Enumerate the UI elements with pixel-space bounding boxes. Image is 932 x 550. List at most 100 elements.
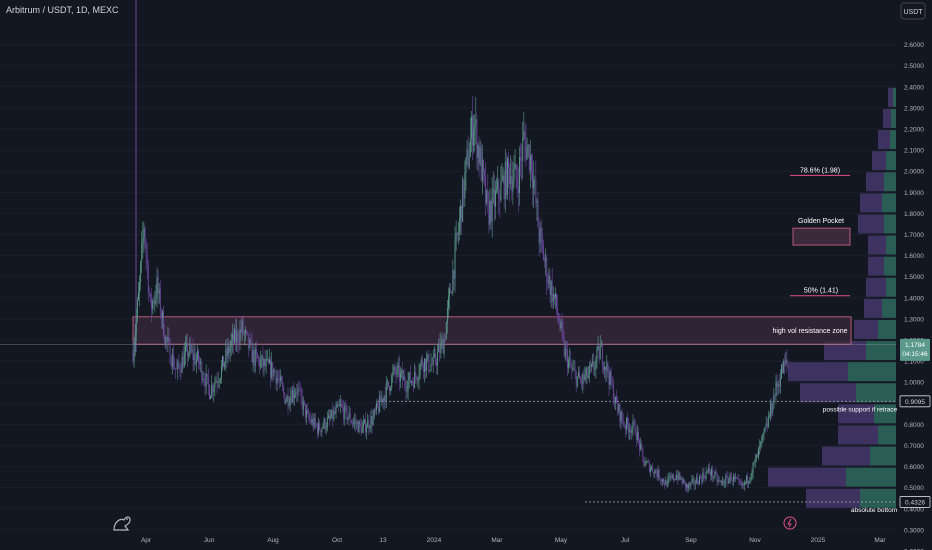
candle-body	[186, 342, 187, 347]
volume-profile-down-bar	[860, 193, 882, 213]
candle-body	[634, 422, 636, 435]
candle-body	[521, 159, 523, 161]
candle-body	[446, 307, 448, 323]
candle-body	[588, 366, 590, 375]
volume-profile-down-bar	[838, 404, 874, 424]
golden-pocket-zone[interactable]	[792, 227, 851, 246]
candle-body	[749, 480, 751, 482]
candle-body	[782, 364, 783, 374]
candle-body	[271, 362, 273, 378]
candle-body	[656, 472, 658, 478]
candle-body	[633, 421, 635, 423]
candle-body	[178, 361, 180, 367]
replay-icon[interactable]	[783, 516, 797, 530]
candle-body	[231, 334, 233, 341]
time-axis[interactable]: Apr Jun Aug Oct 13 2024 Mar May Jul Sep Nov 2025 Mar	[141, 537, 886, 544]
candle-body	[594, 368, 596, 370]
candle-body	[169, 340, 171, 364]
candle-body	[706, 471, 708, 473]
candle-body	[666, 480, 668, 487]
candle-body	[327, 415, 329, 418]
candle-body	[285, 401, 287, 404]
candle-body	[761, 437, 763, 442]
candle-body	[278, 379, 280, 381]
x-tick-label: 2025	[811, 537, 826, 544]
candle-body	[561, 321, 563, 330]
candle-body	[191, 349, 193, 352]
candle-body	[266, 358, 268, 360]
candle-body	[715, 472, 717, 475]
candle-body	[490, 200, 492, 222]
candle-body	[676, 475, 678, 480]
candle-body	[307, 410, 309, 413]
candle-body	[333, 411, 335, 420]
candle-body	[157, 277, 159, 294]
candle-body	[624, 426, 626, 430]
candle-body	[291, 390, 293, 403]
candle-body	[259, 358, 261, 368]
candle-body	[736, 477, 738, 479]
candle-body	[461, 205, 463, 222]
candle-body	[772, 408, 774, 413]
candle-body	[636, 431, 638, 440]
candle-body	[771, 403, 773, 413]
candle-body	[480, 147, 482, 181]
candle-body	[498, 180, 500, 197]
candle-body	[383, 396, 385, 403]
candle-body	[234, 328, 235, 343]
candle-body	[560, 321, 562, 328]
candle-body	[691, 479, 693, 483]
candle-body	[370, 415, 372, 428]
candle-body	[727, 476, 729, 484]
candle-body	[544, 260, 546, 262]
volume-profile	[768, 87, 896, 508]
candle-body	[593, 361, 595, 370]
candle-body	[632, 421, 634, 429]
volume-profile-up-bar	[878, 319, 896, 339]
resistance-zone[interactable]	[132, 316, 852, 345]
candle-body	[223, 356, 225, 368]
candle-body	[645, 461, 647, 465]
candle-body	[312, 419, 314, 428]
candle-body	[777, 384, 779, 387]
candle-body	[485, 177, 487, 204]
candle-body	[354, 420, 356, 422]
candle-body	[557, 308, 559, 316]
volume-profile-down-bar	[866, 277, 886, 297]
candle-body	[287, 395, 289, 406]
candle-body	[205, 373, 207, 388]
candle-body	[617, 403, 619, 412]
volume-profile-down-bar	[768, 467, 846, 487]
candle-body	[220, 365, 222, 379]
currency-button[interactable]: USDT	[900, 2, 926, 20]
candle-body	[564, 348, 566, 356]
candle-body	[503, 175, 505, 200]
candle-body	[152, 300, 154, 309]
y-tick-label: 1.5000	[904, 274, 924, 281]
candle-body	[308, 412, 310, 419]
candle-body	[325, 427, 327, 430]
candle-body	[305, 403, 306, 418]
candle-body	[249, 339, 251, 349]
current-price-badge: 1.1784 04:15:46	[900, 338, 930, 361]
candle-body	[355, 420, 357, 425]
candle-body	[658, 470, 660, 480]
support-label: possible support if retrace	[823, 406, 898, 413]
candle-body	[740, 482, 742, 486]
candle-body	[394, 366, 396, 371]
candle-body	[456, 233, 458, 235]
candle-body	[341, 404, 342, 406]
candle-body	[774, 395, 776, 396]
candle-body	[206, 373, 208, 377]
candle-body	[609, 371, 611, 386]
volume-profile-down-bar	[883, 108, 891, 128]
candle-body	[567, 350, 568, 369]
candle-body	[641, 443, 643, 449]
candle-body	[762, 433, 764, 438]
candle-body	[168, 337, 170, 341]
price-axis[interactable]: 2.6000 2.5000 2.4000 2.3000 2.2000 2.1000 2.00…	[899, 42, 931, 550]
candle-body	[299, 388, 301, 390]
candle-body	[523, 131, 525, 139]
candle-body	[719, 480, 721, 482]
